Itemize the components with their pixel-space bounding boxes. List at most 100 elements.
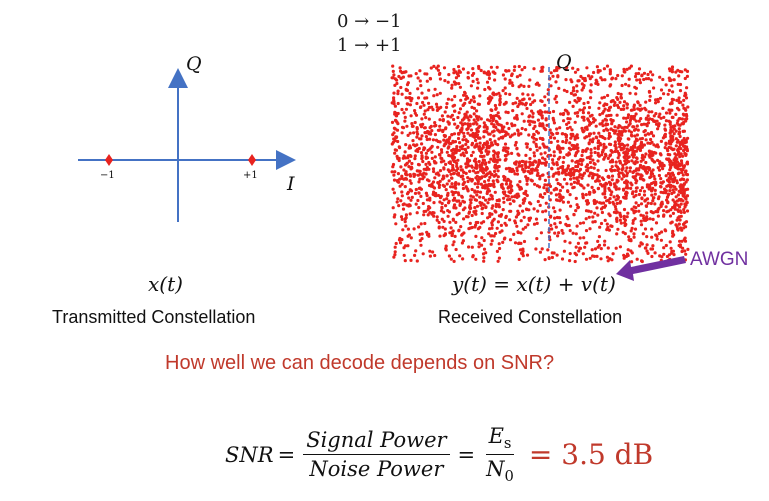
rx-noise-point (391, 69, 395, 73)
rx-noise-point (581, 158, 585, 162)
rx-noise-point (558, 183, 562, 187)
rx-noise-point (438, 196, 443, 200)
rx-noise-point (458, 85, 462, 89)
rx-noise-point (492, 185, 496, 189)
rx-noise-point (630, 260, 634, 264)
rx-noise-point (572, 173, 576, 177)
rx-noise-point (547, 175, 551, 179)
rx-noise-point (450, 133, 454, 137)
rx-noise-point (400, 217, 404, 221)
rx-noise-point (490, 221, 494, 225)
rx-noise-point (596, 144, 600, 149)
rx-noise-point (478, 141, 482, 145)
rx-noise-point (398, 146, 402, 150)
rx-noise-point (605, 222, 609, 226)
rx-noise-point (476, 86, 480, 90)
rx-noise-point (521, 102, 525, 106)
rx-noise-point (442, 167, 446, 171)
awgn-arrow (616, 256, 686, 281)
rx-noise-point (668, 189, 672, 193)
rx-noise-point (543, 103, 547, 107)
rx-noise-point (438, 77, 442, 81)
rx-noise-point (415, 127, 419, 131)
rx-noise-point (615, 216, 619, 220)
rx-noise-point (627, 137, 631, 141)
rx-noise-point (662, 163, 666, 167)
rx-noise-point (430, 150, 434, 154)
rx-noise-point (673, 165, 678, 169)
rx-noise-point (596, 213, 600, 217)
rx-noise-point (464, 148, 468, 152)
rx-noise-point (595, 65, 599, 69)
rx-noise-point (553, 231, 557, 235)
rx-noise-point (624, 179, 628, 183)
rx-noise-point (557, 231, 561, 235)
rx-noise-point (397, 180, 401, 184)
rx-noise-point (630, 153, 634, 157)
rx-noise-point (657, 168, 662, 172)
rx-noise-point (618, 218, 622, 222)
rx-noise-point (629, 64, 633, 68)
rx-noise-point (395, 154, 399, 158)
rx-noise-point (625, 125, 629, 129)
rx-noise-point (414, 149, 418, 153)
rx-noise-point (439, 148, 444, 152)
rx-noise-point (545, 123, 549, 127)
rx-noise-point (582, 115, 586, 119)
rx-noise-point (429, 132, 433, 136)
rx-noise-point (664, 142, 668, 146)
rx-noise-point (637, 67, 642, 71)
rx-noise-point (450, 182, 454, 186)
rx-noise-point (441, 119, 445, 123)
rx-noise-point (615, 149, 620, 154)
rx-noise-point (436, 68, 440, 72)
rx-noise-point (451, 147, 456, 151)
rx-noise-point (574, 196, 578, 200)
rx-noise-point (525, 253, 530, 257)
rx-noise-point (507, 190, 511, 194)
rx-noise-point (569, 182, 573, 186)
rx-noise-point (537, 158, 541, 162)
rx-noise-point (630, 207, 634, 211)
rx-noise-point (575, 203, 579, 207)
rx-noise-point (505, 179, 509, 183)
rx-noise-point (679, 226, 683, 230)
rx-noise-point (524, 192, 528, 196)
rx-noise-point (653, 251, 657, 255)
rx-noise-point (516, 209, 520, 213)
rx-noise-point (444, 247, 448, 251)
rx-noise-point (391, 206, 395, 210)
rx-noise-point (413, 191, 418, 195)
rx-noise-point (393, 170, 397, 174)
rx-noise-point (588, 138, 592, 142)
rx-noise-point (641, 232, 645, 236)
rx-noise-point (510, 151, 514, 155)
rx-noise-point (586, 100, 590, 105)
rx-noise-point (610, 122, 614, 126)
rx-noise-point (661, 167, 665, 171)
rx-noise-point (459, 202, 463, 206)
rx-noise-point (412, 227, 416, 231)
rx-noise-point (605, 182, 609, 186)
rx-noise-point (422, 112, 426, 116)
rx-noise-point (450, 233, 454, 238)
rx-noise-point (527, 133, 531, 137)
rx-noise-point (401, 75, 405, 79)
rx-noise-point (619, 215, 623, 219)
rx-noise-point (578, 236, 582, 240)
rx-noise-point (447, 179, 451, 183)
rx-noise-point (476, 118, 480, 122)
rx-noise-point (450, 83, 454, 87)
rx-noise-point (503, 146, 507, 150)
rx-noise-point (525, 207, 529, 212)
rx-noise-point (630, 192, 635, 196)
rx-noise-point (610, 77, 614, 81)
rx-noise-point (517, 164, 521, 168)
rx-noise-point (683, 76, 687, 81)
rx-noise-point (442, 144, 446, 148)
rx-noise-point (457, 69, 461, 73)
rx-noise-point (402, 168, 406, 172)
rx-noise-point (462, 93, 466, 97)
rx-noise-point (581, 252, 585, 256)
